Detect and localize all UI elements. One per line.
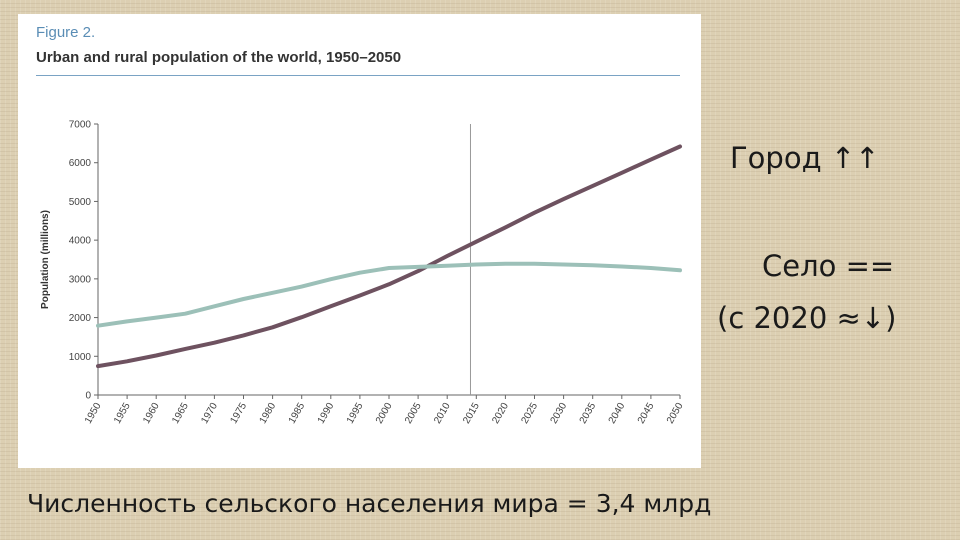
urban-trend-note: Город ↑↑ [730,141,880,175]
figure-title: Urban and rural population of the world,… [36,49,402,66]
x-tick-label: 1960 [141,401,162,426]
figure-card: Figure 2. Urban and rural population of … [18,14,701,468]
x-tick-label: 1950 [83,401,104,426]
x-tick-label: 1985 [287,401,308,426]
y-tick-label: 7000 [69,120,92,131]
x-tick-label: 2040 [607,401,628,426]
x-tick-label: 2000 [374,401,395,426]
x-tick-label: 1980 [258,401,279,426]
x-tick-label: 1965 [170,401,191,426]
population-chart: 0 1000 2000 3000 4000 5000 6000 7000 1950 1955 196… [40,120,686,426]
y-tick-label: 0 [85,391,91,402]
x-tick-label: 2015 [461,401,482,426]
y-tick-label: 4000 [69,236,92,247]
x-tick-label: 2050 [665,401,686,426]
rural-population-statement: Численность сельского населения мира = 3… [27,489,712,518]
y-tick-label: 6000 [69,158,92,169]
x-tick-label: 2030 [549,401,570,426]
x-tick-label: 1990 [316,401,337,426]
x-tick-label: 2020 [490,401,511,426]
rural-trend-note: Село == [762,249,895,283]
x-tick-label: 2035 [578,401,599,426]
urban-population-line [96,144,682,369]
x-tick-label: 2010 [432,401,453,426]
title-divider [36,75,680,76]
y-axis-label: Population (millions) [40,210,51,309]
y-tick-label: 1000 [69,352,92,363]
y-tick-label: 3000 [69,274,92,285]
rural-population-line [96,261,682,328]
figure-label: Figure 2. [36,24,96,41]
x-tick-label: 2045 [636,401,657,426]
x-tick-label: 1995 [345,401,366,426]
y-tick-label: 5000 [69,197,92,208]
y-tick-label: 2000 [69,313,92,324]
x-tick-label: 2005 [403,401,424,426]
x-tick-label: 1970 [199,401,220,426]
rural-trend-detail: (с 2020 ≈↓) [717,301,897,335]
x-tick-label: 1975 [228,401,249,426]
x-tick-label: 1955 [112,401,133,426]
x-tick-label: 2025 [519,401,540,426]
